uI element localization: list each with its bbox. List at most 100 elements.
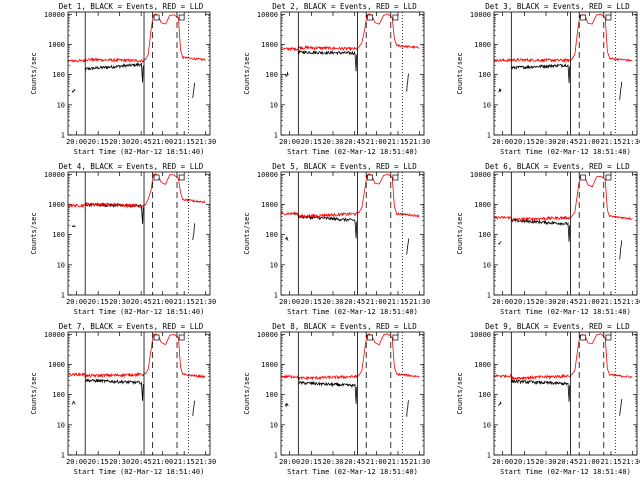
events-series-post (406, 400, 410, 417)
x-tick-label: 20:45 (557, 138, 578, 146)
plot-frame (67, 331, 211, 456)
x-tick-label: 21:15 (174, 298, 195, 306)
panel-det-2: Det 2, BLACK = Events, RED = LLD Counts/s… (243, 2, 430, 156)
plot-frame (67, 171, 211, 296)
x-tick-label: 20:15 (514, 298, 535, 306)
y-tick-label: 10 (57, 421, 65, 429)
x-tick-label: 21:30 (409, 458, 430, 466)
x-axis-label: Start Time (02-Mar-12 18:51:40) (287, 148, 418, 156)
x-tick-label: 20:45 (344, 138, 365, 146)
x-axis-label: Start Time (02-Mar-12 18:51:40) (287, 468, 418, 476)
events-blip (498, 241, 502, 245)
events-series-post (192, 82, 196, 99)
events-series (510, 218, 571, 242)
x-tick-label: 21:30 (409, 138, 430, 146)
plot-frame (280, 331, 425, 456)
x-tick-label: 20:30 (109, 298, 130, 306)
x-axis-label: Start Time (02-Mar-12 18:51:40) (500, 308, 631, 316)
x-tick-label: 20:00 (66, 458, 87, 466)
x-tick-label: 21:00 (579, 298, 600, 306)
y-tick-label: 10000 (44, 171, 65, 179)
marker-box (392, 174, 399, 181)
events-blip (71, 225, 76, 228)
events-series-post (192, 223, 196, 240)
x-tick-label: 20:00 (492, 138, 513, 146)
panel-det-5: Det 5, BLACK = Events, RED = LLD Counts/s… (243, 162, 430, 316)
events-series (297, 49, 358, 72)
events-series (84, 378, 144, 401)
lld-series (67, 173, 206, 209)
events-blip (284, 402, 289, 408)
y-tick-label: 100 (52, 231, 65, 239)
panel-title: Det 7, BLACK = Events, RED = LLD (59, 322, 204, 331)
events-series-post (619, 81, 623, 100)
y-tick-label: 10000 (470, 331, 491, 339)
events-blip (285, 235, 289, 241)
x-tick-label: 21:00 (152, 138, 173, 146)
marker-box (153, 14, 160, 21)
events-series (510, 63, 571, 84)
panel-title: Det 1, BLACK = Events, RED = LLD (59, 2, 204, 11)
x-tick-label: 20:15 (88, 458, 109, 466)
y-tick-label: 10 (483, 421, 491, 429)
events-series-post (619, 240, 623, 260)
y-tick-label: 10000 (257, 331, 278, 339)
lld-series (280, 13, 420, 52)
panel-title: Det 6, BLACK = Events, RED = LLD (485, 162, 630, 171)
y-tick-label: 1 (487, 132, 491, 140)
y-tick-label: 100 (478, 231, 491, 239)
panel-det-3: Det 3, BLACK = Events, RED = LLD Counts/s… (456, 2, 640, 156)
y-tick-label: 10 (57, 261, 65, 269)
panel-title: Det 5, BLACK = Events, RED = LLD (272, 162, 417, 171)
marker-box (178, 174, 185, 181)
y-axis-label: Counts/sec (30, 212, 38, 254)
x-tick-label: 21:00 (152, 458, 173, 466)
x-tick-label: 20:00 (492, 298, 513, 306)
y-tick-label: 1000 (261, 41, 278, 49)
x-tick-label: 20:00 (492, 458, 513, 466)
plot-frame (493, 171, 638, 296)
y-tick-label: 100 (265, 391, 278, 399)
panel-det-7: Det 7, BLACK = Events, RED = LLD Counts/s… (30, 322, 216, 476)
marker-box (153, 334, 160, 341)
x-tick-label: 20:15 (301, 138, 322, 146)
x-tick-label: 21:30 (195, 298, 216, 306)
events-series (84, 62, 144, 83)
x-axis-label: Start Time (02-Mar-12 18:51:40) (74, 468, 205, 476)
marker-box (392, 14, 399, 21)
events-series-post (406, 238, 410, 255)
x-tick-label: 21:15 (174, 138, 195, 146)
y-tick-label: 100 (478, 71, 491, 79)
y-axis-label: Counts/sec (456, 372, 464, 414)
x-tick-label: 21:30 (622, 458, 640, 466)
lld-series (68, 333, 206, 379)
panel-title: Det 4, BLACK = Events, RED = LLD (59, 162, 204, 171)
lld-series (280, 173, 420, 219)
x-tick-label: 20:15 (514, 138, 535, 146)
events-blip (284, 71, 289, 77)
x-tick-label: 20:45 (131, 458, 152, 466)
events-blip (71, 88, 76, 94)
panel-det-8: Det 8, BLACK = Events, RED = LLD Counts/s… (243, 322, 430, 476)
y-tick-label: 1000 (48, 361, 65, 369)
y-tick-label: 10000 (257, 11, 278, 19)
x-tick-label: 20:30 (322, 138, 343, 146)
x-tick-label: 21:15 (600, 458, 621, 466)
y-tick-label: 1 (274, 292, 278, 300)
y-tick-label: 1000 (261, 361, 278, 369)
x-tick-label: 20:30 (109, 138, 130, 146)
x-tick-label: 20:45 (344, 458, 365, 466)
y-tick-label: 10 (57, 101, 65, 109)
events-series-post (406, 73, 410, 92)
x-tick-label: 21:00 (579, 138, 600, 146)
y-tick-label: 1 (487, 452, 491, 460)
marker-box (580, 174, 587, 181)
y-tick-label: 10 (483, 261, 491, 269)
y-tick-label: 10 (270, 261, 278, 269)
y-axis-label: Counts/sec (456, 212, 464, 254)
x-tick-label: 20:30 (535, 458, 556, 466)
panel-det-9: Det 9, BLACK = Events, RED = LLD Counts/s… (456, 322, 640, 476)
x-axis-label: Start Time (02-Mar-12 18:51:40) (500, 468, 631, 476)
